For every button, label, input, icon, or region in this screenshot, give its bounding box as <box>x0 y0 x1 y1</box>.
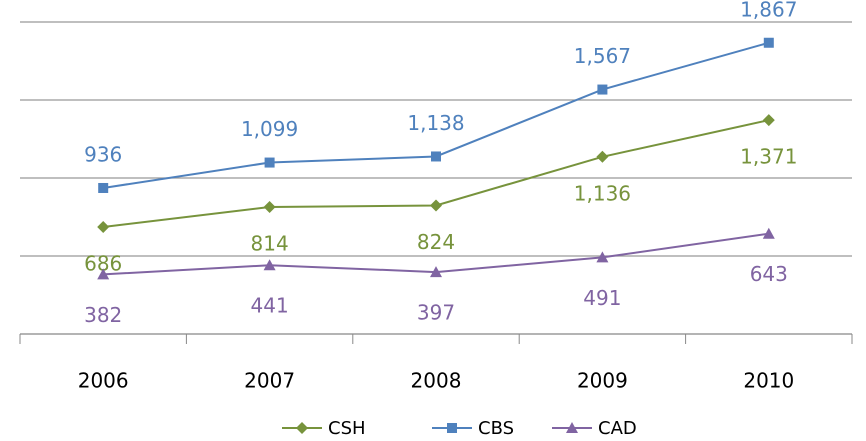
marker <box>447 423 457 433</box>
data-label: 382 <box>84 303 122 327</box>
marker <box>97 220 110 233</box>
marker <box>263 201 276 214</box>
marker <box>762 227 775 239</box>
data-label: 397 <box>417 301 455 325</box>
data-label: 441 <box>251 294 289 318</box>
data-label: 824 <box>417 230 455 254</box>
marker <box>97 268 110 280</box>
marker <box>597 84 608 95</box>
legend-label: CBS <box>478 418 514 439</box>
x-tick-label: 2007 <box>244 369 295 393</box>
legend-label: CAD <box>598 418 637 439</box>
data-label: 643 <box>750 262 788 286</box>
marker <box>296 422 308 434</box>
x-tick-label: 2010 <box>743 369 794 393</box>
x-tick-label: 2009 <box>577 369 628 393</box>
data-label: 491 <box>583 286 621 310</box>
marker <box>596 150 609 163</box>
marker <box>762 114 775 127</box>
marker <box>430 199 442 212</box>
data-label: 936 <box>84 142 122 166</box>
data-label: 1,867 <box>740 0 797 21</box>
x-tick-label: 2006 <box>78 369 129 393</box>
data-label: 1,099 <box>241 117 298 141</box>
data-label: 1,138 <box>407 111 464 135</box>
marker <box>430 266 442 278</box>
legend-label: CSH <box>328 418 366 439</box>
data-label: 1,371 <box>740 145 797 169</box>
marker <box>431 151 441 162</box>
marker <box>263 259 276 271</box>
marker <box>596 251 609 263</box>
data-label: 1,567 <box>574 44 631 68</box>
marker <box>763 37 774 48</box>
marker <box>264 157 275 168</box>
data-label: 1,136 <box>574 181 631 205</box>
marker <box>566 422 578 433</box>
x-tick-label: 2008 <box>411 369 462 393</box>
marker <box>98 182 109 193</box>
data-label: 814 <box>251 232 289 256</box>
